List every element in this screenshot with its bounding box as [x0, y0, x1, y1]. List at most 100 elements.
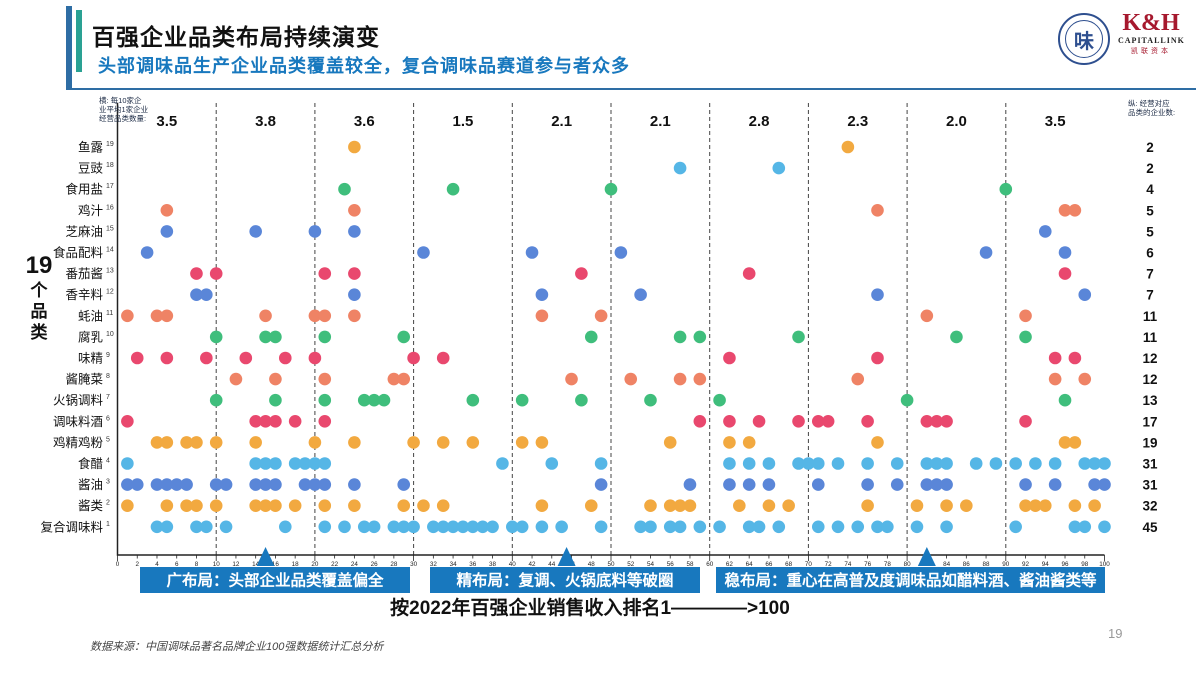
annotation-arrow-icon	[256, 547, 275, 566]
dot-番茄酱	[190, 267, 203, 280]
decade-average-value: 1.5	[453, 113, 474, 130]
dot-调味料酒	[259, 415, 272, 428]
dot-蚝油	[121, 309, 134, 323]
x-tick-label: 98	[1081, 561, 1089, 568]
dot-鸡精鸡粉	[723, 436, 736, 449]
x-tick-label: 64	[746, 561, 754, 568]
x-tick-label: 10	[213, 561, 221, 568]
dot-复合调味料	[742, 520, 756, 534]
category-company-count: 19	[1142, 435, 1157, 450]
dot-鸡精鸡粉	[466, 436, 480, 449]
category-company-count: 2	[1146, 161, 1154, 176]
dot-酱类	[180, 499, 193, 512]
dot-蚝油	[308, 309, 322, 323]
decade-average-value: 2.8	[749, 113, 770, 130]
dot-鸡精鸡粉	[308, 436, 322, 449]
dot-鸡精鸡粉	[160, 436, 174, 449]
right-axis-note: 品类的企业数:	[1128, 107, 1175, 117]
dot-鸡精鸡粉	[871, 436, 884, 449]
dot-酱类	[190, 499, 203, 512]
x-axis-title: 按2022年百强企业销售收入排名1————>100	[390, 598, 790, 619]
dot-鸡精鸡粉	[180, 436, 193, 449]
dot-酱腌菜	[269, 372, 282, 386]
category-index: 12	[106, 289, 114, 296]
dot-食用盐	[338, 182, 351, 196]
x-tick-label: 6	[175, 561, 179, 568]
dot-酱腌菜	[673, 372, 687, 386]
dot-酱油	[397, 478, 411, 491]
dot-复合调味料	[160, 520, 174, 534]
dot-食醋	[1029, 457, 1042, 470]
category-index: 6	[106, 415, 110, 422]
dot-复合调味料	[1078, 520, 1092, 534]
dot-腐乳	[269, 330, 282, 344]
category-company-count: 17	[1142, 414, 1157, 429]
dot-火锅调料	[377, 393, 391, 407]
category-label: 腐乳	[78, 329, 103, 344]
page-number: 19	[1108, 626, 1123, 641]
dot-食用盐	[604, 182, 618, 196]
dot-酱类	[960, 499, 973, 512]
x-tick-label: 86	[963, 561, 971, 568]
decade-average-value: 3.5	[1045, 113, 1066, 130]
dot-酱类	[663, 499, 677, 512]
dot-复合调味料	[150, 520, 164, 534]
x-tick-label: 100	[1099, 561, 1110, 568]
category-company-count: 12	[1142, 372, 1157, 387]
x-tick-label: 74	[844, 561, 852, 568]
dot-鸡精鸡粉	[190, 436, 203, 449]
dot-腐乳	[397, 330, 411, 344]
header-divider	[66, 88, 1196, 90]
dot-调味料酒	[693, 415, 707, 428]
dot-复合调味料	[663, 520, 677, 534]
dot-酱油	[130, 478, 144, 491]
dot-香辛料	[348, 288, 361, 302]
dot-芝麻油	[160, 225, 174, 238]
dot-酱油	[150, 478, 164, 491]
dot-香辛料	[190, 288, 203, 302]
dot-复合调味料	[1098, 520, 1111, 534]
dot-酱类	[644, 499, 657, 512]
annotation-box	[716, 567, 1105, 593]
dot-番茄酱	[348, 267, 361, 280]
dot-复合调味料	[466, 520, 480, 534]
decade-average-value: 2.0	[946, 113, 967, 130]
dot-酱油	[890, 478, 904, 491]
x-tick-label: 22	[331, 561, 339, 568]
dot-调味料酒	[249, 415, 262, 428]
capitallink-logo: K&H CAPITALLINK 凯联资本	[1118, 10, 1184, 56]
dot-鸡精鸡粉	[407, 436, 420, 449]
x-tick-label: 24	[351, 561, 359, 568]
dot-食醋	[249, 457, 262, 470]
dot-酱类	[762, 499, 776, 512]
dot-火锅调料	[515, 393, 529, 407]
dot-复合调味料	[338, 520, 351, 534]
x-tick-label: 94	[1042, 561, 1050, 568]
dot-酱油	[318, 478, 332, 491]
capitallink-chinese-name: 凯联资本	[1131, 48, 1171, 55]
dot-香辛料	[200, 288, 213, 302]
category-company-count: 6	[1146, 246, 1154, 261]
category-label: 火锅调料	[53, 393, 104, 408]
dot-芝麻油	[1038, 225, 1052, 238]
dot-酱油	[121, 478, 134, 491]
x-tick-label: 30	[410, 561, 418, 568]
dot-食醋	[831, 457, 845, 470]
dot-鸡精鸡粉	[663, 436, 677, 449]
dot-鸡精鸡粉	[209, 436, 223, 449]
dot-蚝油	[535, 309, 549, 323]
dot-味精	[871, 351, 884, 365]
category-company-count: 31	[1142, 478, 1158, 493]
x-tick-label: 66	[765, 561, 773, 568]
dot-酱油	[1048, 478, 1062, 491]
dot-酱油	[940, 478, 953, 491]
dot-鱼露	[348, 140, 361, 154]
page-title: 百强企业品类布局持续演变	[92, 24, 380, 50]
data-source-note: 数据来源：中国调味品著名品牌企业100强数据统计汇总分析	[90, 641, 384, 653]
dot-味精	[723, 351, 736, 365]
dot-酱类	[348, 499, 361, 512]
dot-豆豉	[673, 161, 687, 175]
dot-复合调味料	[555, 520, 568, 534]
dot-复合调味料	[476, 520, 489, 534]
dot-酱腌菜	[693, 372, 707, 386]
